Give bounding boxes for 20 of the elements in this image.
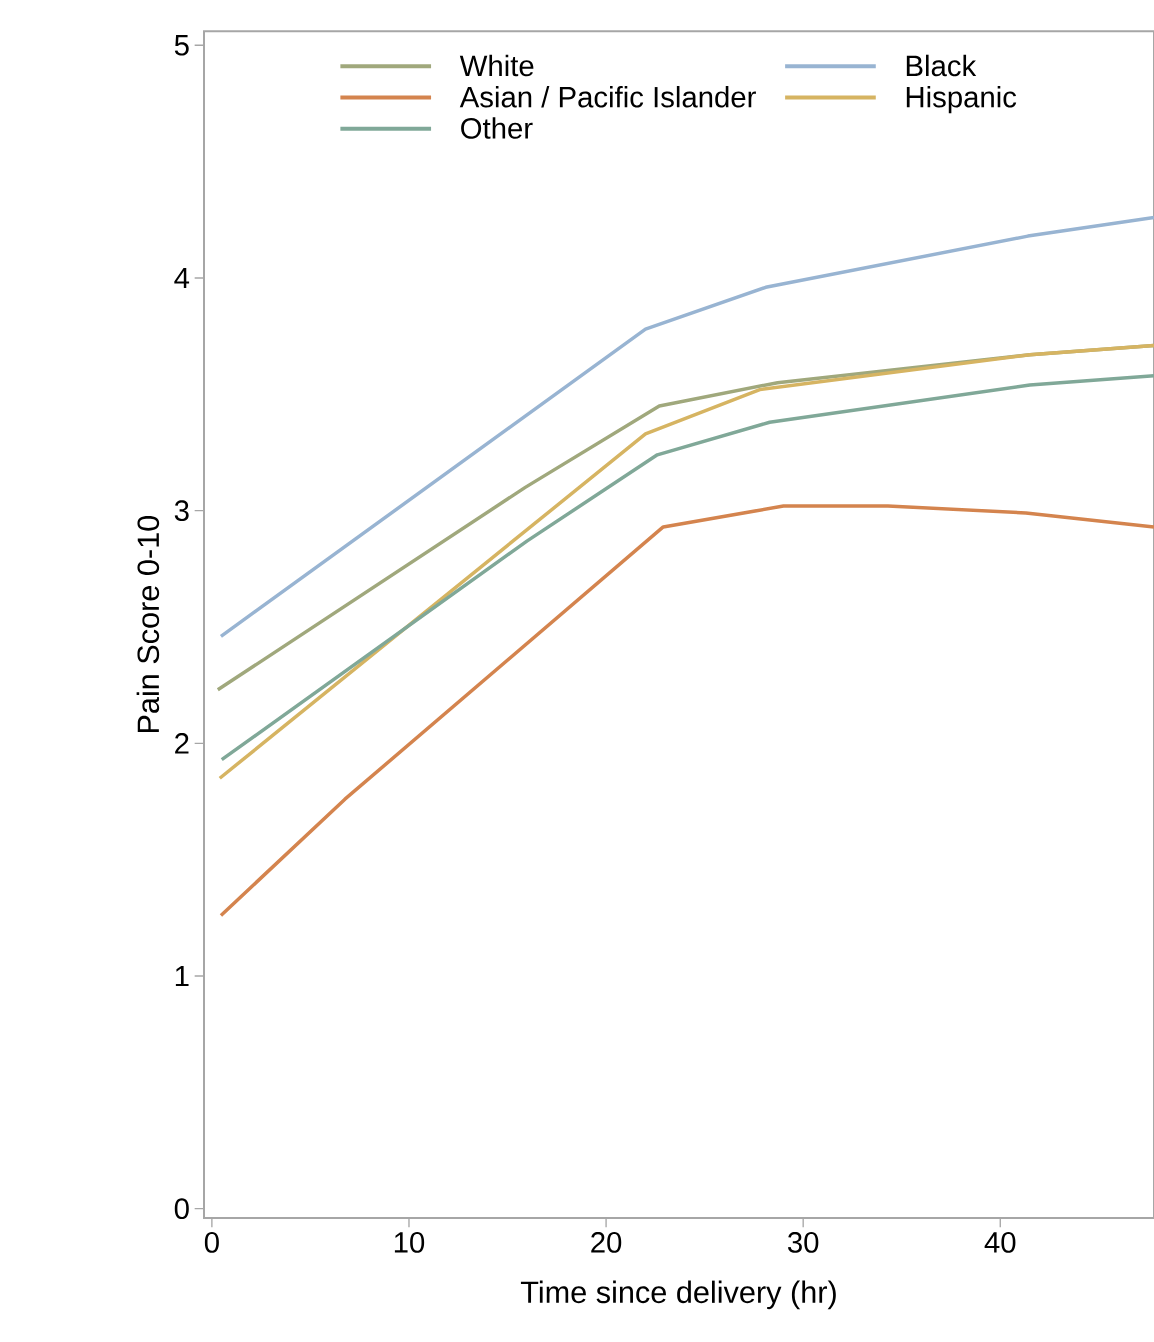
legend-label: Asian / Pacific Islander [459,85,756,108]
line-series [219,215,1154,639]
line-series [219,504,1154,918]
y-tick-label: 4 [174,267,190,289]
x-tick-label: 10 [394,1232,425,1253]
y-tick-label: 5 [174,35,189,56]
x-tick-label: 30 [787,1232,819,1253]
y-tick-label: 1 [175,965,189,987]
y-tick-label: 0 [174,1198,189,1220]
legend-label: Hispanic [906,85,1017,114]
legend-label: White [459,54,534,77]
legend-label: Other [461,117,533,139]
x-axis-title: Time since delivery (hr) [520,1280,836,1310]
x-tick-label: 20 [591,1232,622,1253]
y-tick-label: 2 [175,733,189,754]
x-tick-label: 40 [984,1232,1016,1253]
y-tick-label: 3 [174,500,189,522]
x-tick-label: 0 [204,1232,219,1253]
legend-label: Black [906,54,977,77]
y-axis-title: Pain Score 0-10 [136,515,160,733]
